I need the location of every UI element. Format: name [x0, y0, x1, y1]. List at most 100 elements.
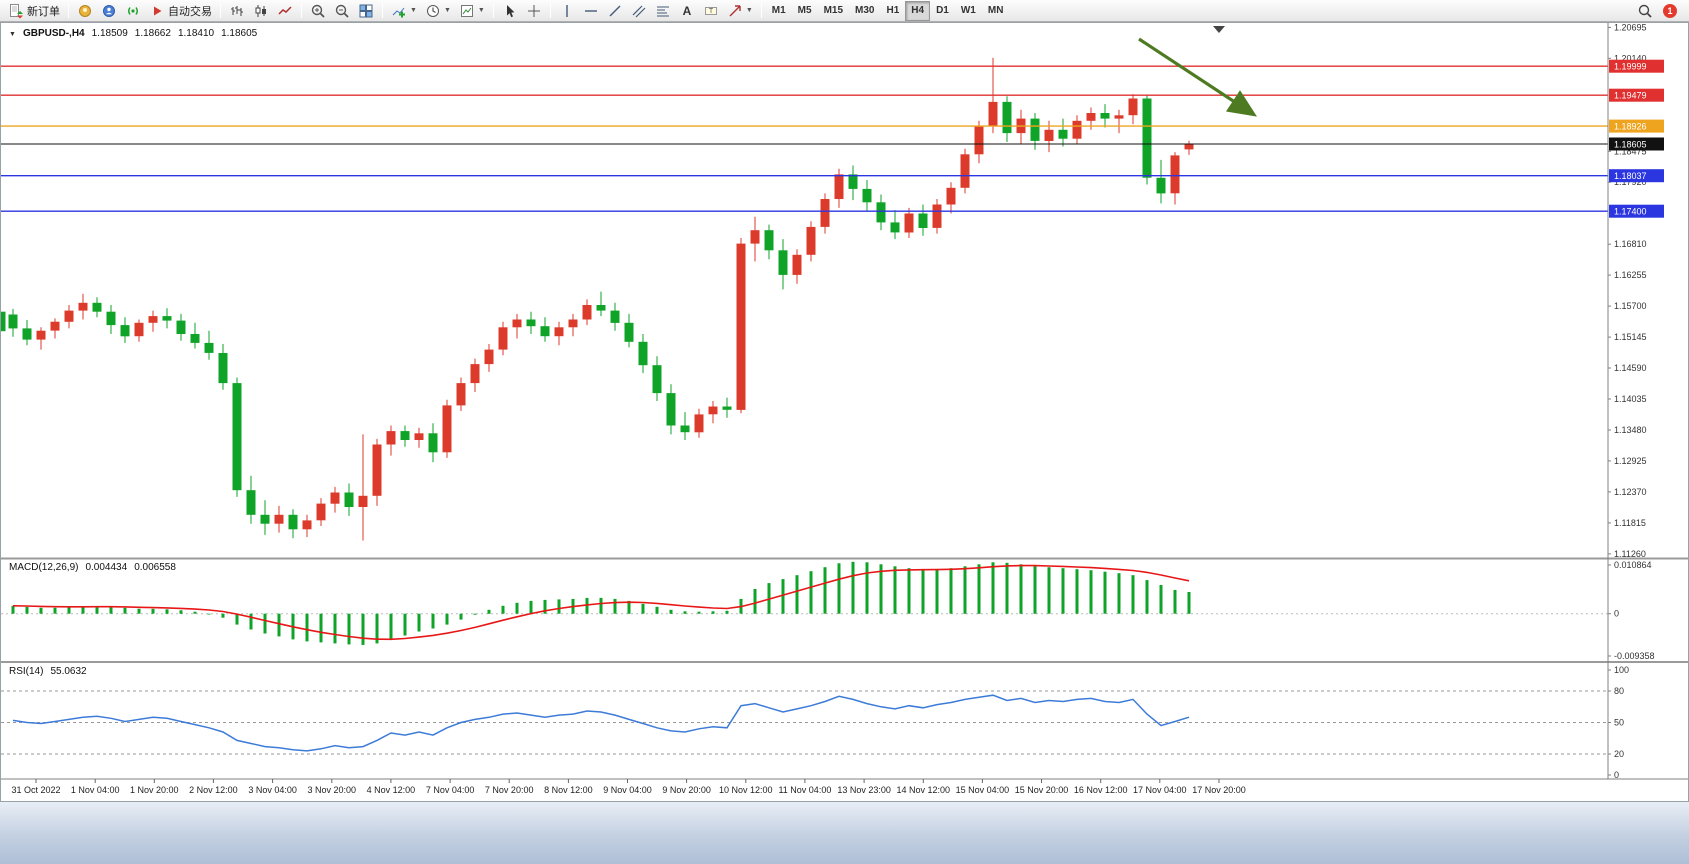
macd-bar: [263, 613, 267, 634]
idea-button[interactable]: [73, 1, 97, 21]
template-icon: [459, 3, 475, 19]
macd-bar: [921, 569, 925, 614]
trendline-button[interactable]: [603, 1, 627, 21]
price-axis-label: 1.12370: [1614, 487, 1647, 497]
notification-badge[interactable]: 1: [1663, 3, 1677, 18]
candle-body: [400, 431, 410, 440]
channel-button[interactable]: [627, 1, 651, 21]
search-icon[interactable]: [1637, 3, 1653, 19]
candle-body: [932, 204, 942, 228]
vertical-line-button[interactable]: [555, 1, 579, 21]
candle-body: [610, 310, 620, 323]
cursor-button[interactable]: [498, 1, 522, 21]
price-axis-label: 1.16255: [1614, 270, 1647, 280]
arrow-tool-icon: [727, 3, 743, 19]
chart-canvas[interactable]: 1.206951.201401.184751.179201.168101.162…: [1, 22, 1688, 801]
candle-body: [8, 314, 18, 329]
timeframe-m1[interactable]: M1: [766, 1, 792, 21]
new-order-button[interactable]: 新订单: [4, 1, 64, 21]
text-icon: A: [679, 3, 695, 19]
autotrading-button[interactable]: 自动交易: [145, 1, 216, 21]
candle-body: [666, 393, 676, 426]
candle-body: [1156, 177, 1166, 194]
candle-body: [1030, 118, 1040, 141]
templates-button[interactable]: ▼: [455, 1, 489, 21]
zoom-out-button[interactable]: [330, 1, 354, 21]
price-badge: [1609, 169, 1664, 183]
chart-shift-marker[interactable]: [1213, 26, 1225, 33]
time-axis[interactable]: 31 Oct 2022 1 Nov 04:00 1 Nov 20:00 2 Nov 1…: [11, 779, 1246, 795]
macd-bar: [1103, 571, 1107, 614]
candle-body: [1044, 129, 1054, 141]
candle-body: [778, 250, 788, 275]
collapse-arrow-icon[interactable]: ▼: [9, 31, 16, 38]
arrows-button[interactable]: ▼: [723, 1, 757, 21]
zoom-in-button[interactable]: [306, 1, 330, 21]
candle-body: [680, 425, 690, 433]
timeframe-h1[interactable]: H1: [880, 1, 905, 21]
signals-button[interactable]: [121, 1, 145, 21]
time-axis-label: 11 Nov 04:00: [778, 785, 831, 795]
candle-body: [288, 514, 298, 530]
macd-bar: [599, 597, 603, 614]
candle-body: [204, 342, 214, 353]
new-order-label: 新订单: [27, 5, 60, 18]
chart-window[interactable]: 1.206951.201401.184751.179201.168101.162…: [0, 22, 1689, 802]
time-axis-label: 15 Nov 04:00: [956, 785, 1010, 795]
timeframe-m5[interactable]: M5: [792, 1, 818, 21]
macd-bar: [487, 609, 491, 614]
svg-text:T: T: [709, 8, 714, 15]
time-axis-label: 16 Nov 12:00: [1074, 785, 1128, 795]
candle-body: [526, 319, 536, 327]
price-axis-label: 1.14590: [1614, 363, 1647, 373]
time-axis-label: 1 Nov 20:00: [130, 785, 179, 795]
taskbar: [0, 802, 1689, 864]
rsi-pane: [1, 690, 1608, 755]
candle-body: [1086, 113, 1096, 121]
trend-arrow-annotation[interactable]: [1138, 37, 1258, 117]
price-badge: [1609, 137, 1664, 151]
fibonacci-button[interactable]: [651, 1, 675, 21]
text-button[interactable]: A: [675, 1, 699, 21]
autotrading-play-icon: [149, 3, 165, 19]
horizontal-line-button[interactable]: [579, 1, 603, 21]
candle-body: [1170, 155, 1180, 194]
candle-body: [442, 405, 452, 453]
macd-bar: [207, 613, 211, 615]
timeframe-w1[interactable]: W1: [955, 1, 982, 21]
toolbar-separator: [549, 3, 551, 18]
timeframe-mn[interactable]: MN: [982, 1, 1010, 21]
macd-bar: [179, 610, 183, 614]
insert-group: ▼ ▼ ▼: [387, 0, 489, 21]
candle-body: [862, 188, 872, 203]
candle-body: [232, 383, 242, 491]
time-axis-label: 9 Nov 04:00: [603, 785, 652, 795]
macd-bar: [837, 563, 841, 614]
indicators-button[interactable]: ▼: [387, 1, 421, 21]
text-label-button[interactable]: T: [699, 1, 723, 21]
candle-body: [456, 383, 466, 406]
line-chart-button[interactable]: [273, 1, 297, 21]
macd-bar: [1187, 592, 1191, 614]
timeframe-d1[interactable]: D1: [930, 1, 955, 21]
timeframe-m30[interactable]: M30: [849, 1, 880, 21]
bar-chart-button[interactable]: [225, 1, 249, 21]
candle-body: [708, 406, 718, 415]
timeframe-h4[interactable]: H4: [905, 0, 931, 21]
candle-body: [386, 431, 396, 445]
periods-button[interactable]: ▼: [421, 1, 455, 21]
macd-name: MACD(12,26,9): [9, 562, 79, 573]
community-button[interactable]: [97, 1, 121, 21]
price-axis-label: 1.20695: [1614, 23, 1647, 32]
candle-body: [190, 334, 200, 343]
timeframe-m15[interactable]: M15: [818, 1, 849, 21]
price-axis[interactable]: 1.206951.201401.184751.179201.168101.162…: [1, 22, 1688, 780]
crosshair-button[interactable]: [522, 1, 546, 21]
tile-windows-button[interactable]: [354, 1, 378, 21]
macd-bar: [319, 613, 323, 643]
macd-bar: [473, 613, 477, 615]
panels-group: 自动交易: [73, 0, 216, 21]
candlestick-chart-button[interactable]: [249, 1, 273, 21]
time-axis-label: 3 Nov 20:00: [308, 785, 357, 795]
time-axis-label: 9 Nov 20:00: [662, 785, 711, 795]
